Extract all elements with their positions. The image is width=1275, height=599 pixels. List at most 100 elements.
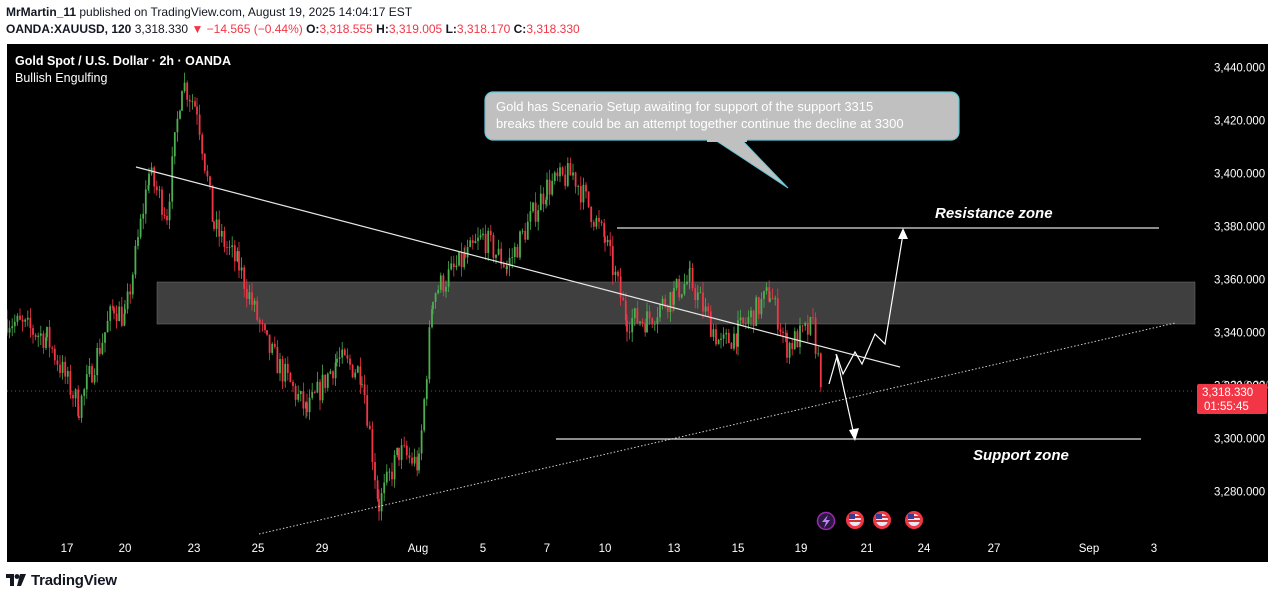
projection-up-path[interactable] bbox=[828, 233, 904, 385]
candle-body bbox=[747, 317, 750, 324]
candle-body bbox=[617, 271, 619, 277]
y-tick-label: 3,440.000 bbox=[1214, 63, 1265, 75]
publish-line: MrMartin_11 published on TradingView.com… bbox=[6, 4, 1266, 21]
candle-body bbox=[400, 445, 403, 460]
candle-body bbox=[163, 214, 166, 216]
candle-body bbox=[553, 172, 556, 182]
candle-body bbox=[324, 374, 327, 388]
candle-body bbox=[626, 320, 628, 332]
consolidation-zone[interactable] bbox=[156, 281, 1196, 325]
candle-body bbox=[432, 301, 434, 310]
time-axis[interactable]: 17 20 23 25 29 Aug 5 7 10 13 15 19 21 24 27 Sep 3 bbox=[61, 543, 1158, 555]
brand-name: TradingView bbox=[31, 571, 117, 589]
candle-body bbox=[311, 392, 314, 398]
candle-body bbox=[343, 349, 346, 356]
candle-body bbox=[516, 246, 519, 258]
candle-body bbox=[479, 235, 482, 238]
candle-body bbox=[261, 323, 264, 325]
price-badge[interactable]: 3,318.330 3,318.330 01:55:45 bbox=[1197, 380, 1272, 414]
candle-body bbox=[609, 239, 612, 247]
candle-body bbox=[744, 322, 747, 324]
candle-body bbox=[556, 172, 559, 177]
candle-body bbox=[559, 167, 561, 177]
candle-body bbox=[418, 453, 420, 471]
candle-body bbox=[769, 298, 771, 302]
candle-body bbox=[532, 202, 534, 212]
candle-body bbox=[455, 265, 458, 268]
candle-body bbox=[628, 331, 631, 333]
candle-body bbox=[428, 327, 431, 380]
x-tick-label: 17 bbox=[61, 543, 74, 555]
close-label: C: bbox=[513, 22, 527, 36]
candle-body bbox=[408, 455, 411, 458]
candle-body bbox=[326, 373, 329, 388]
author-name[interactable]: MrMartin_11 bbox=[6, 5, 77, 19]
candle-body bbox=[817, 353, 820, 355]
candle-body bbox=[727, 332, 730, 344]
candle-body bbox=[765, 287, 768, 292]
candle-body bbox=[460, 251, 463, 268]
legend-title[interactable]: Gold Spot / U.S. Dollar · 2h · OANDA bbox=[15, 54, 231, 68]
candle-body bbox=[577, 186, 580, 187]
footer-brand[interactable]: TradingView bbox=[6, 570, 117, 590]
chart-area[interactable]: Gold has Scenario Setup awaiting for sup… bbox=[6, 44, 1272, 562]
candle-body bbox=[598, 217, 600, 222]
candle-body bbox=[104, 332, 106, 343]
candle-body bbox=[388, 471, 391, 473]
candle-body bbox=[363, 384, 366, 396]
candle-body bbox=[391, 471, 393, 480]
candle-body bbox=[129, 291, 132, 295]
low-value: 3,318.170 bbox=[456, 22, 511, 36]
candle-body bbox=[636, 308, 639, 323]
candle-body bbox=[158, 189, 161, 191]
candle-body bbox=[51, 347, 54, 349]
ascending-trendline[interactable] bbox=[258, 322, 1176, 535]
tradingview-logo-icon bbox=[6, 574, 26, 586]
candle-body bbox=[286, 363, 289, 373]
candle-body bbox=[519, 231, 521, 258]
candle-body bbox=[147, 185, 150, 190]
candle-body bbox=[281, 359, 284, 382]
candle-body bbox=[411, 457, 413, 464]
candle-body bbox=[101, 342, 104, 354]
candle-body bbox=[614, 271, 617, 275]
candle-body bbox=[641, 321, 644, 323]
x-tick-label: 13 bbox=[668, 543, 681, 555]
candle-body bbox=[59, 364, 61, 373]
candle-body bbox=[694, 288, 697, 300]
x-tick-label: 15 bbox=[732, 543, 745, 555]
candle-body bbox=[268, 334, 271, 353]
candle-body bbox=[346, 355, 349, 359]
price-chart[interactable]: Gold has Scenario Setup awaiting for sup… bbox=[6, 44, 1272, 562]
event-flag-icon-2[interactable] bbox=[873, 511, 891, 529]
candle-body bbox=[487, 230, 490, 253]
candle-body bbox=[271, 343, 274, 353]
event-flag-icon-3[interactable] bbox=[905, 511, 923, 529]
candle-body bbox=[611, 246, 614, 275]
candle-body bbox=[600, 221, 603, 224]
candle-body bbox=[482, 233, 484, 236]
candle-body bbox=[774, 298, 777, 300]
y-tick-label: 3,340.000 bbox=[1214, 328, 1265, 340]
price-badge-value: 3,318.330 bbox=[1202, 387, 1253, 399]
projection-down-path[interactable] bbox=[835, 353, 855, 436]
candle-body bbox=[359, 366, 362, 385]
descending-trendline[interactable] bbox=[135, 166, 901, 368]
candles-layer bbox=[6, 72, 822, 521]
candle-body bbox=[181, 91, 183, 111]
candle-body bbox=[524, 230, 527, 240]
candle-body bbox=[574, 172, 577, 187]
candle-body bbox=[273, 343, 276, 347]
open-label: O: bbox=[306, 22, 320, 36]
y-tick-label: 3,360.000 bbox=[1214, 275, 1265, 287]
candle-body bbox=[474, 241, 477, 243]
candle-body bbox=[306, 402, 308, 413]
candle-body bbox=[526, 221, 529, 240]
candle-body bbox=[680, 294, 683, 298]
economic-events[interactable] bbox=[816, 511, 923, 531]
candle-body bbox=[799, 325, 801, 348]
candle-body bbox=[771, 298, 774, 300]
indicator-label[interactable]: Bullish Engulfing bbox=[15, 71, 107, 85]
candle-body bbox=[715, 329, 717, 345]
event-flag-icon-1[interactable] bbox=[846, 511, 864, 529]
